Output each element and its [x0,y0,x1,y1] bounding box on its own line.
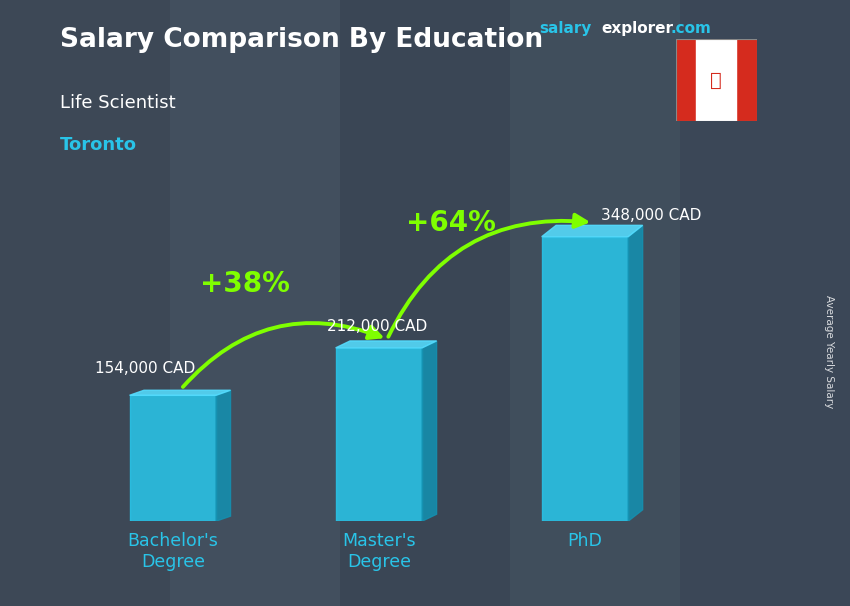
Text: salary: salary [540,21,592,36]
Polygon shape [336,341,437,348]
Polygon shape [422,341,437,521]
Polygon shape [129,390,230,395]
FancyArrowPatch shape [183,323,381,387]
Text: Average Yearly Salary: Average Yearly Salary [824,295,834,408]
Polygon shape [541,225,643,237]
Text: +64%: +64% [406,209,496,237]
FancyArrowPatch shape [388,215,586,337]
Text: 348,000 CAD: 348,000 CAD [602,208,702,222]
Text: 212,000 CAD: 212,000 CAD [327,319,428,333]
Bar [541,237,628,521]
Bar [129,395,216,521]
Polygon shape [216,390,230,521]
Bar [696,39,736,121]
Text: Life Scientist: Life Scientist [60,94,175,112]
Polygon shape [628,225,643,521]
Bar [336,348,422,521]
Text: Toronto: Toronto [60,136,137,155]
Text: Salary Comparison By Education: Salary Comparison By Education [60,27,542,53]
Bar [736,39,756,121]
Bar [676,39,696,121]
Text: 154,000 CAD: 154,000 CAD [94,361,195,376]
Text: +38%: +38% [200,270,290,298]
Text: explorer: explorer [601,21,673,36]
Text: 🍁: 🍁 [711,71,722,90]
Text: .com: .com [671,21,711,36]
